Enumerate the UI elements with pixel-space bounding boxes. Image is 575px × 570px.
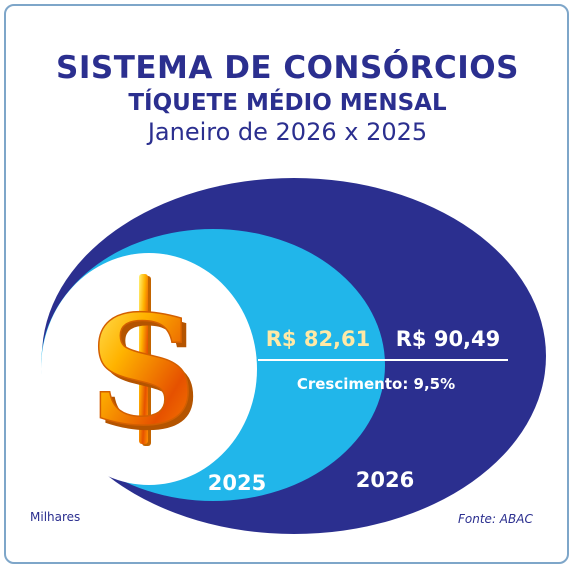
value-label-2025: R$ 82,61 <box>266 327 371 351</box>
unit-note: Milhares <box>30 510 81 524</box>
svg-text:S: S <box>89 283 197 459</box>
chart-period: Janeiro de 2026 x 2025 <box>147 118 428 146</box>
category-label-2026: 2026 <box>356 468 414 492</box>
dollar-sign-icon: S S <box>88 274 202 464</box>
category-label-2025: 2025 <box>208 471 266 495</box>
source-note: Fonte: ABAC <box>458 512 533 526</box>
chart-title: SISTEMA DE CONSÓRCIOS <box>56 50 519 86</box>
value-label-2026: R$ 90,49 <box>396 327 501 351</box>
chart-subtitle: TÍQUETE MÉDIO MENSAL <box>128 90 447 116</box>
growth-label: Crescimento: 9,5% <box>297 375 455 393</box>
svg-text:S: S <box>94 288 202 464</box>
